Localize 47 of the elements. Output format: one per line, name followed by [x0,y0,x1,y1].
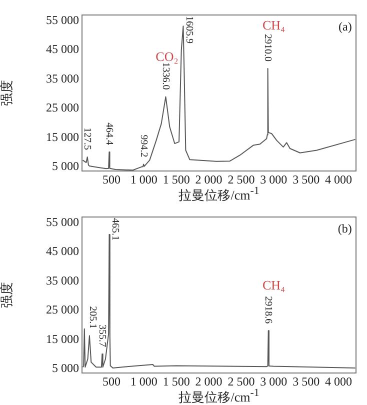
y-tick-label: 25 000 [46,100,79,115]
y-tick-label: 15 000 [46,130,79,144]
annotation: 205.1 [86,306,98,329]
y-tick-label: 5 000 [52,361,79,376]
annotation: CH₄ [262,18,286,33]
x-axis-title: 拉曼位移/cm$^{-1}$ [178,387,260,404]
y-axis-title: 强度 [0,282,14,308]
x-tick-label: 1 000 [130,172,158,186]
annotation: 127.5 [82,127,93,150]
y-tick-label: 45 000 [46,244,79,258]
x-tick-label: 1 500 [162,172,190,186]
x-axis-title: 拉曼位移/cm$^{-1}$ [178,185,260,202]
x-tick-label: 2 500 [228,172,255,186]
x-tick-label: 3 000 [260,374,288,388]
y-tick-label: 45 000 [46,42,79,56]
annotation: 2910.0 [262,34,274,62]
annotation: 464.4 [104,122,115,146]
x-tick-label: 3 000 [260,172,288,186]
annotation: (a) [338,19,352,34]
x-tick-label: 4 000 [324,374,352,388]
annotation: 1605.9 [184,16,195,44]
y-tick-label: 5 000 [52,159,79,174]
x-tick-label: 3 500 [292,172,320,186]
annotation: 465.1 [110,218,121,240]
x-tick-label: 500 [102,374,121,388]
x-tick-label: 2 000 [195,374,222,388]
annotation: 994.2 [138,134,149,158]
x-tick-label: 2 000 [195,172,222,186]
y-tick-label: 35 000 [46,71,79,86]
annotation: CO₂ [156,48,178,64]
x-tick-label: 2 500 [228,374,255,388]
x-tick-label: 1 000 [130,374,158,388]
y-tick-label: 25 000 [46,302,79,317]
annotation: 1336.0 [160,62,172,90]
y-tick-label: 55 000 [46,13,79,27]
x-tick-label: 3 500 [292,374,320,388]
y-axis-title: 强度 [0,80,14,106]
x-tick-label: 1 500 [162,374,190,388]
x-tick-label: 4 000 [324,172,352,186]
y-tick-label: 55 000 [46,215,79,229]
annotation: (b) [338,221,352,236]
x-tick-label: 500 [102,172,121,186]
y-tick-label: 35 000 [46,273,79,288]
annotation: 355.7 [96,324,108,348]
annotation: CH₄ [262,277,286,292]
annotation: 2918.6 [262,296,274,324]
y-tick-label: 15 000 [46,332,79,346]
